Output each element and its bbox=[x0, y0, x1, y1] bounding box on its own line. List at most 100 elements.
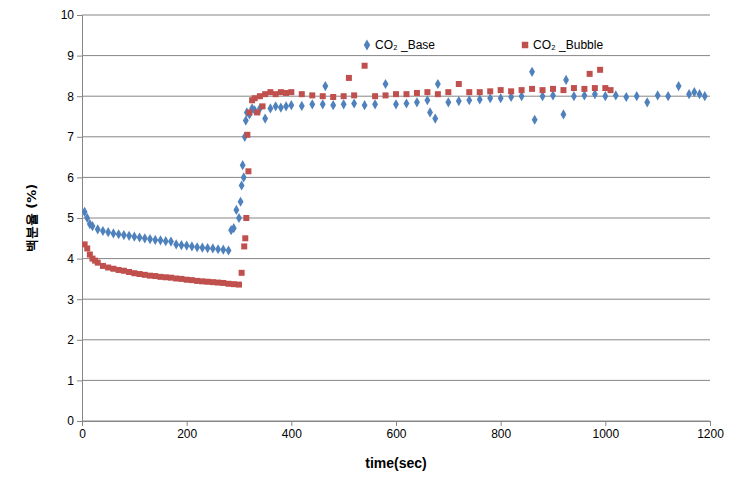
point bbox=[529, 86, 535, 92]
series bbox=[82, 67, 708, 256]
point bbox=[508, 88, 514, 94]
point bbox=[168, 275, 174, 281]
tick-mark bbox=[291, 421, 292, 426]
point bbox=[498, 87, 504, 93]
point bbox=[456, 81, 462, 87]
tick: 200 bbox=[177, 421, 197, 441]
point bbox=[393, 91, 399, 97]
tick-mark bbox=[187, 421, 188, 426]
tick-mark bbox=[77, 96, 82, 97]
point bbox=[498, 93, 504, 103]
tick: 400 bbox=[282, 421, 302, 441]
point bbox=[288, 100, 294, 110]
tick: 1 bbox=[67, 374, 82, 388]
point bbox=[194, 242, 200, 252]
tick: 2 bbox=[67, 333, 82, 347]
point bbox=[561, 109, 567, 119]
point bbox=[254, 109, 260, 115]
grid-line bbox=[82, 15, 710, 16]
legend: CO₂ _BaseCO₂ _Bubble bbox=[364, 38, 604, 52]
point bbox=[288, 89, 294, 95]
tick-label: 7 bbox=[67, 130, 74, 144]
point bbox=[189, 241, 195, 251]
point bbox=[351, 98, 357, 108]
point bbox=[158, 235, 164, 245]
point bbox=[199, 243, 205, 253]
tick-label: 400 bbox=[282, 427, 302, 441]
point bbox=[702, 91, 708, 101]
point bbox=[341, 99, 347, 109]
plot: 020040060080010001200012345678910 bbox=[61, 8, 725, 440]
point bbox=[320, 93, 326, 99]
point bbox=[644, 97, 650, 107]
point bbox=[424, 95, 430, 105]
chart-container: 020040060080010001200012345678910time(se… bbox=[0, 0, 748, 482]
point bbox=[587, 71, 593, 77]
tick-label: 0 bbox=[79, 427, 86, 441]
point bbox=[623, 92, 629, 102]
point bbox=[597, 67, 603, 73]
point bbox=[110, 266, 116, 272]
point bbox=[240, 160, 246, 170]
point bbox=[372, 93, 378, 99]
point bbox=[245, 168, 251, 174]
point bbox=[414, 90, 420, 96]
point bbox=[445, 97, 451, 107]
chart-svg: 020040060080010001200012345678910time(se… bbox=[0, 0, 748, 482]
legend-label: CO₂ _Base bbox=[375, 38, 435, 52]
point bbox=[278, 102, 284, 112]
grid-line bbox=[82, 258, 710, 259]
point bbox=[445, 89, 451, 95]
point bbox=[563, 75, 569, 85]
tick: 4 bbox=[67, 252, 82, 266]
point bbox=[393, 99, 399, 109]
point bbox=[273, 91, 279, 97]
point bbox=[519, 87, 525, 93]
point bbox=[424, 89, 430, 95]
grid-line bbox=[82, 136, 710, 137]
point bbox=[330, 100, 336, 110]
point bbox=[634, 91, 640, 101]
point bbox=[309, 92, 315, 98]
point bbox=[262, 91, 268, 97]
point bbox=[84, 245, 90, 251]
point bbox=[540, 87, 546, 93]
point bbox=[550, 86, 556, 92]
point bbox=[351, 92, 357, 98]
point bbox=[283, 90, 289, 96]
point bbox=[239, 270, 245, 276]
point bbox=[220, 245, 226, 255]
tick: 1000 bbox=[592, 421, 619, 441]
x-axis: 020040060080010001200 bbox=[79, 421, 724, 441]
point bbox=[205, 279, 211, 285]
tick-label: 800 bbox=[491, 427, 511, 441]
tick: 8 bbox=[67, 90, 82, 104]
point bbox=[456, 96, 462, 106]
point bbox=[346, 75, 352, 81]
tick: 9 bbox=[67, 49, 82, 63]
point bbox=[320, 99, 326, 109]
axis-line bbox=[83, 422, 711, 427]
point bbox=[163, 274, 169, 280]
point bbox=[142, 233, 148, 243]
point bbox=[341, 93, 347, 99]
point bbox=[414, 97, 420, 107]
point bbox=[581, 86, 587, 92]
point bbox=[432, 113, 438, 123]
point bbox=[236, 213, 242, 223]
point bbox=[403, 91, 409, 97]
tick: 5 bbox=[67, 211, 82, 225]
point bbox=[244, 132, 250, 138]
point bbox=[592, 85, 598, 91]
tick-label: 2 bbox=[67, 333, 74, 347]
point bbox=[220, 280, 226, 286]
point bbox=[283, 101, 289, 111]
tick-mark bbox=[77, 259, 82, 260]
point bbox=[665, 91, 671, 101]
point bbox=[131, 270, 137, 276]
point bbox=[487, 93, 493, 103]
marks bbox=[82, 63, 708, 288]
point bbox=[372, 99, 378, 109]
point bbox=[147, 234, 153, 244]
point bbox=[147, 273, 153, 279]
